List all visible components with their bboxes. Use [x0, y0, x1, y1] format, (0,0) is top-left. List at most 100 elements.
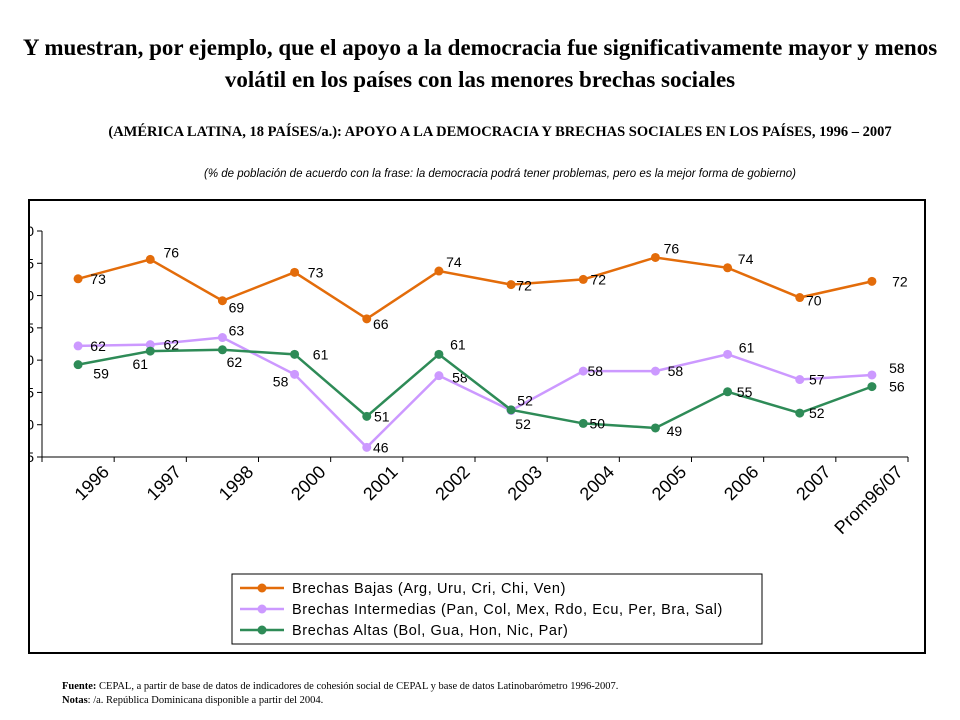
series-3-point [867, 382, 877, 392]
x-tick-label: 2007 [792, 462, 834, 504]
y-tick-label: 65 [30, 320, 34, 336]
series-3-point [73, 360, 83, 370]
series-1-point [73, 274, 83, 284]
data-label: 49 [667, 423, 683, 439]
data-label: 72 [892, 273, 908, 289]
series-line-3 [77, 348, 873, 430]
data-label: 72 [590, 271, 606, 287]
series-3-point [506, 405, 516, 415]
series-2-point [867, 370, 877, 380]
series-3-point [650, 423, 660, 433]
data-label: 66 [373, 316, 389, 332]
source-label: Fuente: [62, 681, 97, 692]
data-label: 76 [163, 244, 179, 260]
series-2-point [434, 371, 444, 381]
y-tick-label: 80 [30, 223, 34, 239]
notes-line: Notas: /a. República Dominicana disponib… [62, 694, 922, 708]
legend-label: Brechas Intermedias (Pan, Col, Mex, Rdo,… [292, 602, 723, 618]
data-label: 46 [373, 439, 389, 455]
data-label: 72 [516, 278, 532, 294]
data-label: 52 [515, 416, 531, 432]
y-tick-label: 45 [30, 449, 34, 465]
x-tick-label: 1997 [143, 462, 185, 504]
series-1-point [217, 296, 227, 306]
x-tick-label: Prom96/07 [830, 462, 906, 538]
data-label: 57 [809, 372, 825, 388]
series-1-point [145, 254, 155, 264]
x-tick-label: 2000 [287, 462, 329, 504]
y-tick-label: 50 [30, 417, 34, 433]
series-line-1 [77, 256, 873, 321]
series-1-point [578, 274, 588, 284]
x-tick-label: 2001 [359, 462, 401, 504]
data-label: 52 [517, 393, 533, 409]
data-label: 69 [229, 300, 245, 316]
data-label: 61 [739, 339, 755, 355]
series-1-point [867, 276, 877, 286]
data-label: 62 [163, 337, 179, 353]
series-3-point [217, 345, 227, 355]
series-1-point [650, 252, 660, 262]
series-3-point [723, 387, 733, 397]
legend-label: Brechas Altas (Bol, Gua, Hon, Nic, Par) [292, 623, 568, 639]
data-label: 61 [313, 346, 329, 362]
data-label: 70 [806, 293, 822, 309]
data-label: 62 [227, 354, 243, 370]
data-label: 73 [308, 264, 324, 280]
notes-label: Notas [62, 695, 88, 706]
data-label: 61 [132, 356, 148, 372]
series-1-point [506, 280, 516, 290]
data-label: 52 [809, 405, 825, 421]
series-3-point [362, 411, 372, 421]
notes-text: : /a. República Dominicana disponible a … [87, 695, 324, 706]
legend-label: Brechas Bajas (Arg, Uru, Cri, Chi, Ven) [292, 581, 566, 597]
x-tick-label: 2002 [431, 462, 473, 504]
source-line: Fuente: CEPAL, a partir de base de datos… [62, 680, 922, 694]
data-label: 58 [668, 363, 684, 379]
series-1-point [795, 293, 805, 303]
data-label: 58 [889, 360, 905, 376]
data-label: 58 [273, 373, 289, 389]
headline: Y muestran, por ejemplo, que el apoyo a … [22, 35, 938, 92]
y-tick-label: 55 [30, 384, 34, 400]
series-3-point [290, 349, 300, 359]
source-notes: Fuente: CEPAL, a partir de base de datos… [62, 680, 922, 708]
y-tick-label: 70 [30, 288, 34, 304]
series-2-point [650, 366, 660, 376]
data-label: 62 [90, 338, 106, 354]
x-tick-label: 1996 [71, 462, 113, 504]
line-chart: 45 50 55 60 65 70 75 80 1996 1997 1998 2000 2001 2002… [30, 223, 909, 645]
legend-swatch-marker [257, 604, 267, 614]
x-tick-label: 1998 [215, 462, 257, 504]
series-2-point [795, 375, 805, 385]
series-2-point [145, 340, 155, 350]
data-label: 63 [229, 323, 245, 339]
data-label: 51 [374, 408, 390, 424]
series-1-point [723, 263, 733, 273]
series-1-point [290, 267, 300, 277]
chart-title: (AMÉRICA LATINA, 18 PAÍSES/a.): APOYO A … [108, 124, 892, 140]
series-1-point [434, 266, 444, 276]
data-label: 74 [446, 254, 462, 270]
legend-box [231, 573, 763, 645]
x-tick-label: 2005 [648, 462, 690, 504]
series-2-point [578, 366, 588, 376]
x-tick-label: 2004 [576, 462, 618, 504]
series-2-point [723, 349, 733, 359]
x-tick-label: 2003 [504, 462, 546, 504]
series-1-point [362, 314, 372, 324]
data-label: 50 [589, 415, 605, 431]
chart-subtitle: (% de población de acuerdo con la frase:… [204, 168, 796, 180]
series-2-point [73, 341, 83, 351]
data-label: 61 [450, 336, 466, 352]
data-label: 55 [737, 384, 753, 400]
chart-frame: 45 50 55 60 65 70 75 80 1996 1997 1998 2000 2001 2002… [28, 199, 926, 654]
y-tick-label: 75 [30, 255, 34, 271]
source-text: CEPAL, a partir de base de datos de indi… [99, 681, 619, 692]
data-label: 74 [738, 251, 754, 267]
data-label: 56 [889, 379, 905, 395]
series-3-point [578, 418, 588, 428]
series-3-point [145, 346, 155, 356]
series-3-point [795, 408, 805, 418]
x-tick-label: 2006 [720, 462, 762, 504]
